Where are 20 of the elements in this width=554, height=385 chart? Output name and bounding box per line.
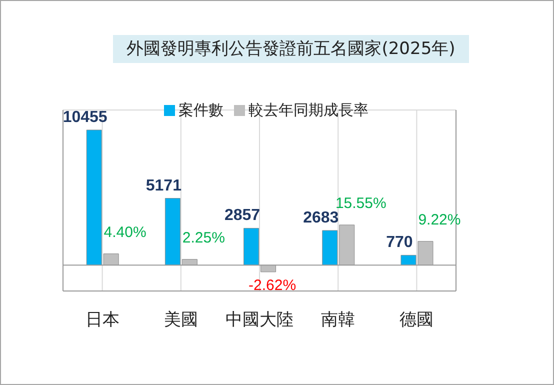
legend-label: 較去年同期成長率 (248, 101, 368, 119)
data-label: 2683 (303, 209, 339, 226)
data-label: 770 (386, 234, 413, 252)
data-label: 15.55% (335, 194, 386, 212)
bar (260, 264, 276, 272)
x-tick-label: 日本 (85, 310, 120, 330)
chart-title: 外國發明專利公告發證前五名國家(2025年) (113, 35, 469, 63)
data-label: 2.25% (182, 229, 225, 246)
x-tick-label: 德國 (400, 310, 434, 330)
data-label: 5171 (146, 177, 182, 194)
data-label: 10455 (62, 108, 108, 126)
x-tick-label: 美國 (164, 310, 198, 330)
legend-label: 案件數 (178, 101, 224, 119)
x-tick-label: 南韓 (321, 310, 356, 330)
data-label: -2.62% (248, 276, 296, 294)
data-label: 4.40% (104, 224, 146, 241)
data-label: 2857 (224, 207, 260, 224)
bar (244, 228, 260, 266)
data-label: 9.22% (418, 211, 461, 228)
x-tick-label: 中國大陸 (226, 310, 294, 330)
